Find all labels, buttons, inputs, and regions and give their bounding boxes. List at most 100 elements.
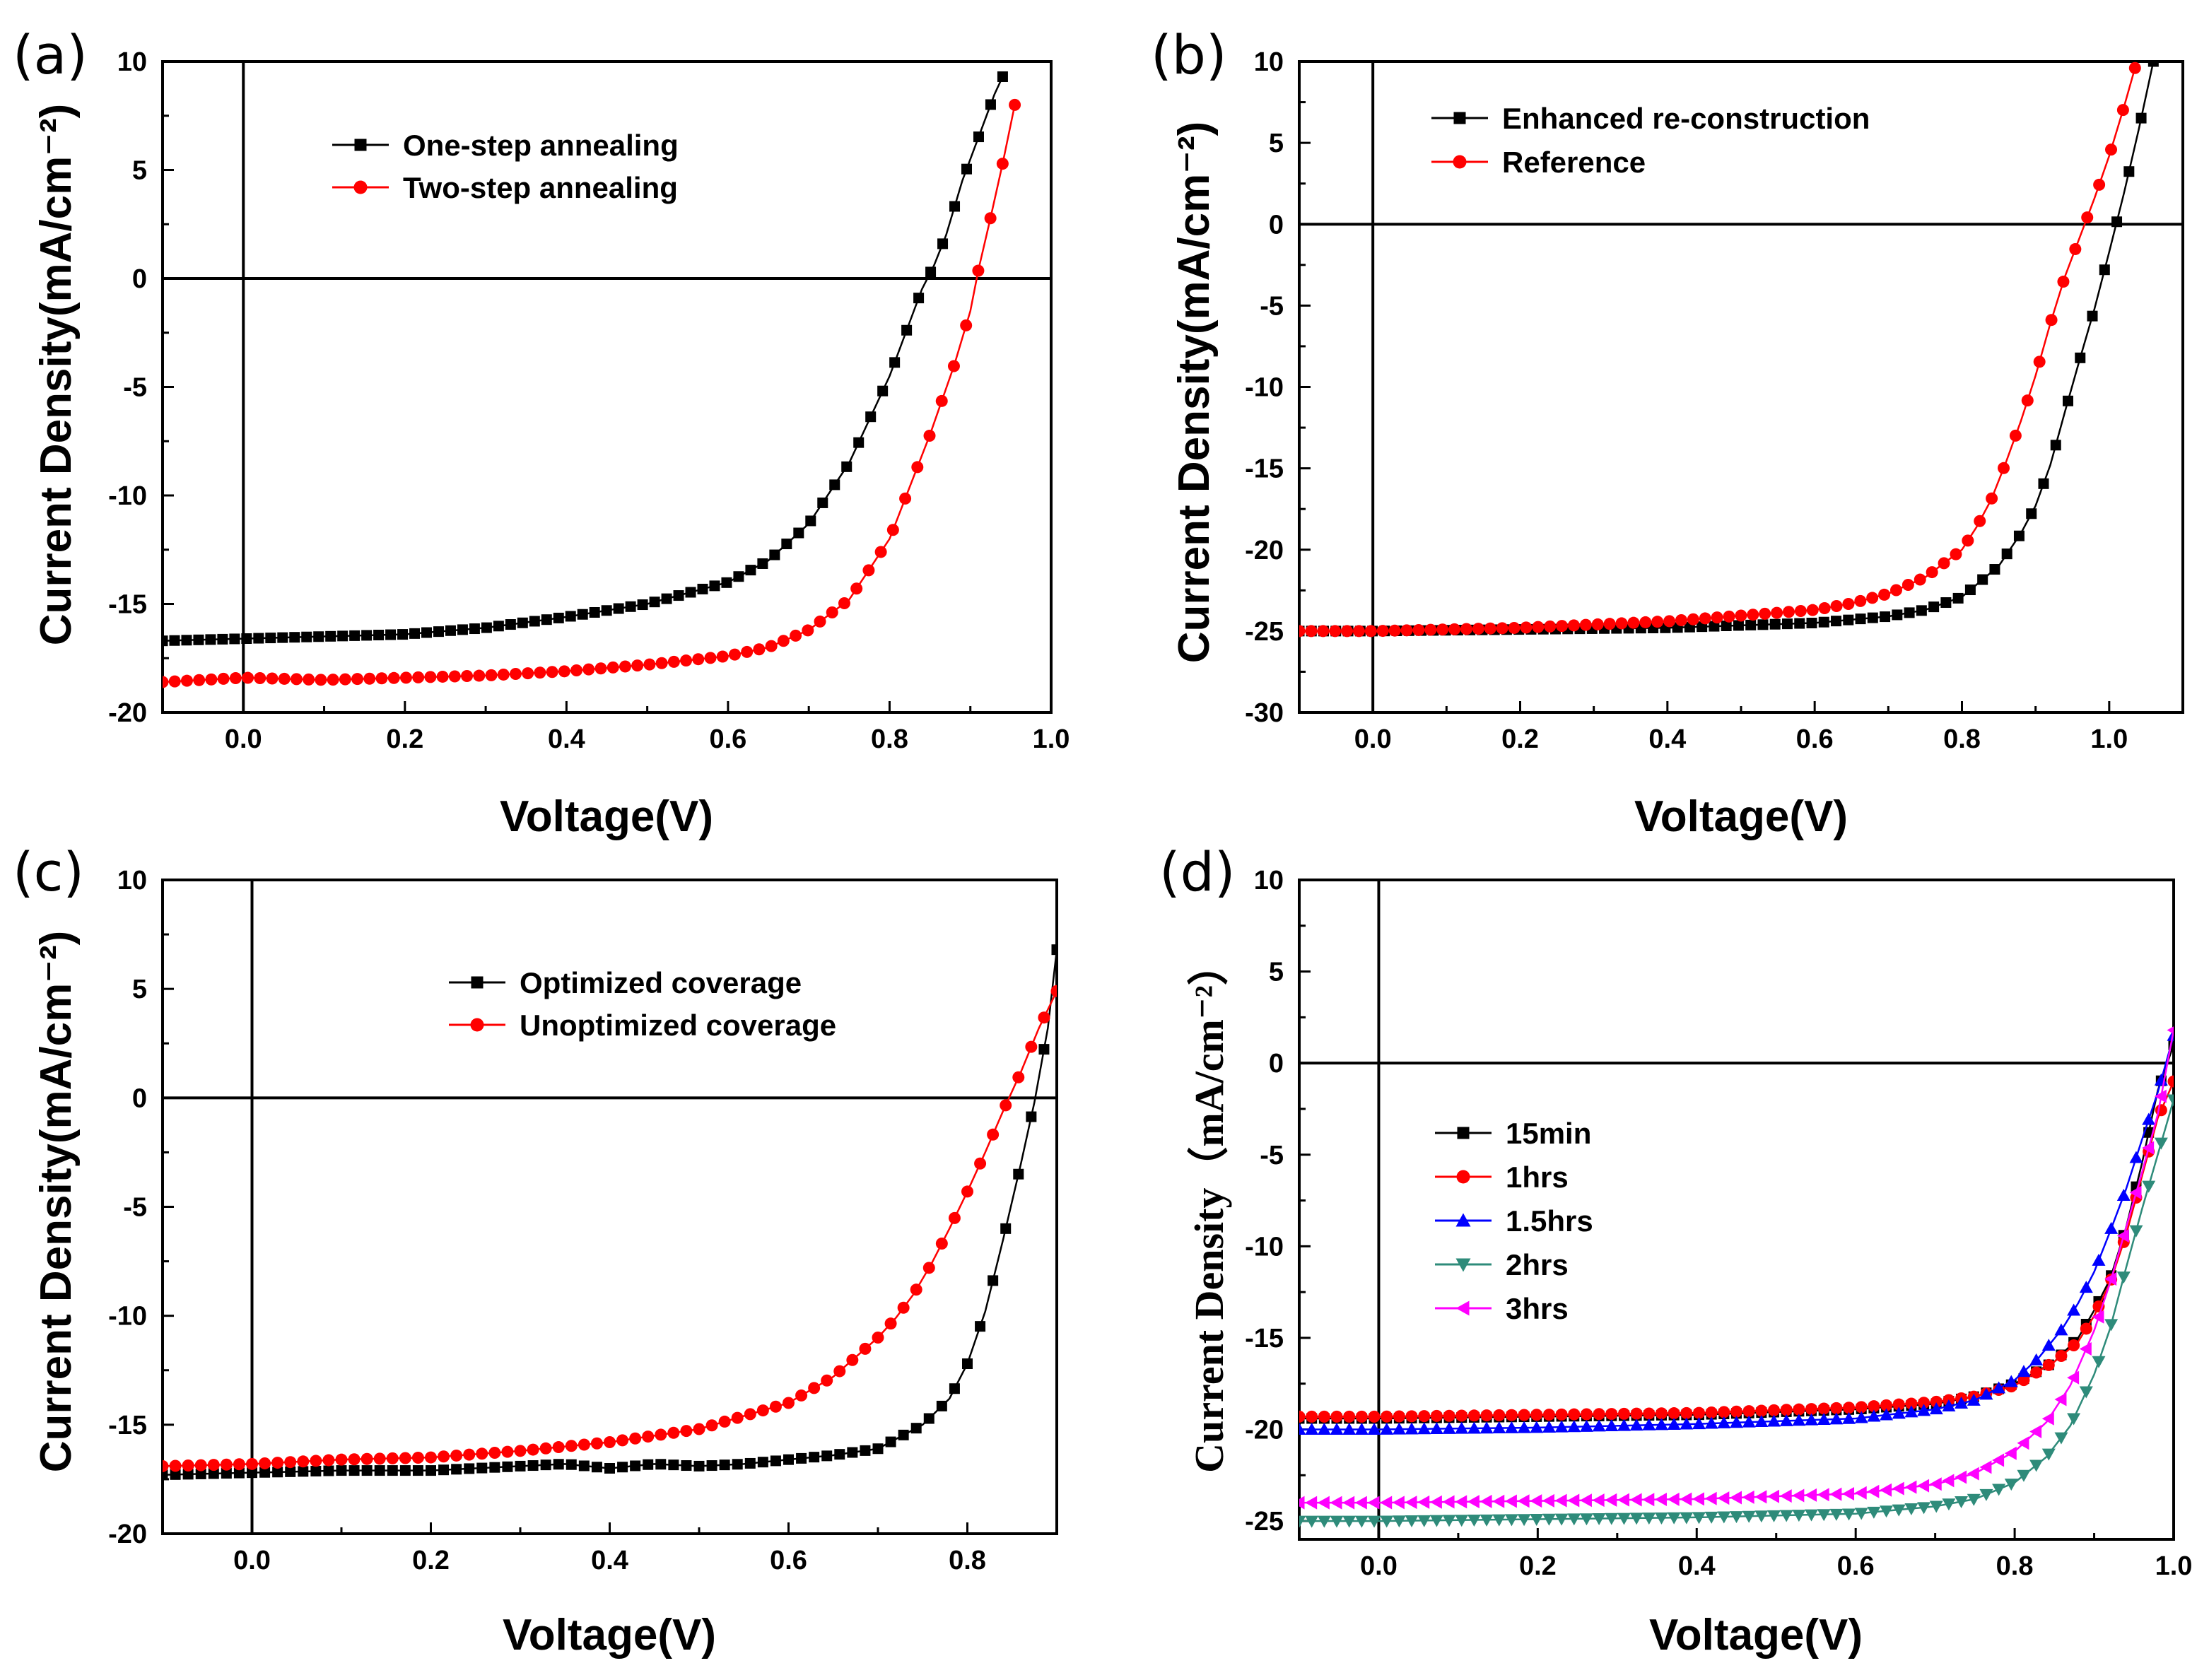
panel-d-data-point (1779, 1510, 1793, 1522)
panel-a-data-point (325, 630, 336, 642)
panel-b-xtick-label: 0.0 (1354, 724, 1392, 754)
panel-d-data-point (1354, 1515, 1369, 1528)
panel-d-data-point (1367, 1496, 1380, 1510)
panel-d-data-point (1343, 1410, 1356, 1423)
panel-d-data-point (2004, 1375, 2018, 1387)
panel-a-legend-entry: Two-step annealing (332, 171, 678, 204)
panel-d-ytick-label: 10 (1254, 866, 1284, 895)
panel-a-data-point (817, 497, 828, 508)
panel-d-data-point (1568, 1408, 1581, 1421)
panel-a-xtick-label: 0.0 (225, 724, 262, 754)
panel-a-data-point (757, 558, 768, 569)
panel-c-data-point (1051, 944, 1057, 956)
panel-d-data-point (1780, 1404, 1793, 1416)
panel-b-data-point (1928, 601, 1940, 613)
panel-d-data-point (1579, 1493, 1592, 1508)
panel-c-legend-entry: Optimized coverage (449, 966, 802, 999)
panel-a-data-point (709, 580, 720, 592)
panel-d-data-point (2154, 1089, 2167, 1103)
panel-b-legend-label: Reference (1502, 146, 1646, 179)
panel-c: (c) Current Density(mA/cm⁻²) Voltage(V) … (13, 840, 1058, 1660)
panel-c-data-point (426, 1465, 436, 1476)
panel-d-data-point (2029, 1424, 2042, 1438)
panel-b-data-point (1544, 620, 1557, 633)
panel-a-data-point (667, 655, 680, 668)
panel-a-data-point (692, 653, 705, 666)
panel-d-data-point (1904, 1405, 1918, 1418)
panel-b-data-point (1831, 616, 1842, 627)
panel-a-data-point (594, 662, 607, 675)
panel-c-data-point (271, 1457, 284, 1469)
panel-c-data-point (693, 1460, 705, 1472)
panel-c-data-point (642, 1431, 655, 1443)
panel-a-data-point (375, 672, 388, 685)
panel-c-data-point (872, 1443, 884, 1455)
panel-a-data-point (242, 671, 254, 684)
panel-b-data-point (1448, 623, 1461, 635)
panel-d-data-point (1555, 1408, 1568, 1421)
panel-a-data-point (553, 612, 564, 623)
panel-d-data-point (1493, 1409, 1506, 1421)
panel-a-data-point (205, 634, 216, 645)
panel-b-data-point (1412, 623, 1425, 636)
panel-b-data-point (2063, 395, 2073, 406)
panel-b-data-point (1938, 557, 1950, 570)
panel-a-ytick-label: -10 (108, 481, 147, 511)
panel-c-data-point (1012, 1071, 1025, 1083)
panel-b-data-point (1556, 620, 1569, 633)
panel-d-data-point (2054, 1323, 2068, 1336)
panel-c-ytick-label: -5 (123, 1193, 147, 1223)
panel-a-data-point (765, 640, 778, 652)
panel-d-legend-entry: 3hrs (1435, 1292, 1569, 1325)
panel-d-data-point (2154, 1137, 2168, 1150)
panel-a-xtick-label: 1.0 (1033, 724, 1070, 754)
panel-c-data-point (284, 1456, 297, 1469)
panel-a-data-point (874, 546, 887, 558)
panel-a-data-point (961, 163, 973, 175)
panel-d-data-point (1855, 1401, 1868, 1414)
panel-d-data-point (1680, 1492, 1692, 1506)
panel-d-data-point (1593, 1408, 1605, 1421)
panel-a-data-point (949, 201, 961, 212)
panel-b-ytick-label: -20 (1245, 536, 1284, 565)
panel-a-xtick-label: 0.4 (548, 724, 585, 754)
panel-a-data-point (168, 675, 181, 688)
panel-a-data-point (163, 676, 169, 688)
panel-b-data-point (1711, 611, 1723, 624)
panel-d-data-point (1692, 1492, 1704, 1506)
panel-d-data-point (1455, 1495, 1467, 1509)
panel-a-data-point (777, 635, 790, 647)
panel-a-data-point (493, 621, 504, 632)
panel-d-data-point (1479, 1514, 1494, 1527)
panel-a-data-point (339, 673, 351, 686)
panel-c-data-point (169, 1459, 182, 1472)
panel-a-data-point (541, 614, 552, 625)
panel-b-data-point (1687, 613, 1699, 625)
panel-c-data-point (361, 1452, 373, 1465)
panel-c-data-point (527, 1460, 539, 1472)
panel-d-data-point (1967, 1393, 1981, 1406)
panel-d-data-point (1380, 1422, 1394, 1435)
panel-b-data-point (1424, 623, 1437, 636)
panel-b-ytick-label: -25 (1245, 617, 1284, 647)
panel-d-data-point (1843, 1402, 1856, 1414)
panel-d-data-point (1629, 1512, 1643, 1525)
panel-d-data-point (1299, 1515, 1306, 1528)
panel-d-data-point (2129, 1185, 2142, 1199)
panel-b-data-point (1615, 617, 1628, 630)
panel-a-data-point (529, 616, 540, 627)
panel-d-data-point (1704, 1491, 1717, 1505)
panel-b-legend-marker (1453, 155, 1467, 169)
panel-c-data-point (680, 1425, 693, 1438)
panel-d-data-point (2067, 1370, 2080, 1385)
panel-d-data-point (1967, 1467, 1979, 1481)
panel-d-data-point (2079, 1341, 2092, 1356)
panel-c-data-point (1050, 985, 1057, 997)
panel-b-data-point (1842, 597, 1855, 610)
panel-d-data-point (1542, 1493, 1554, 1508)
panel-a-data-point (181, 635, 192, 646)
panel-a-data-point (327, 674, 339, 686)
panel-b-data-point (1914, 573, 1926, 586)
panel-c-data-point (935, 1237, 948, 1250)
panel-c-data-point (361, 1465, 373, 1476)
